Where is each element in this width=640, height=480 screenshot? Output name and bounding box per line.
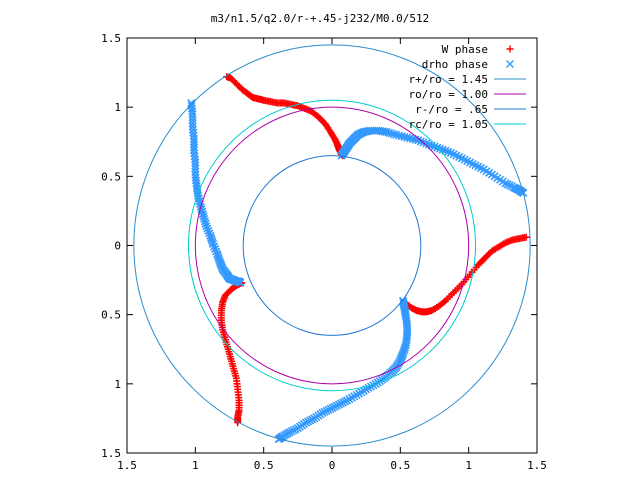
legend-label: r-/ro = .65 (415, 103, 488, 116)
data-point (210, 242, 219, 251)
data-point (234, 419, 242, 427)
data-point (200, 217, 209, 226)
x-tick-label: 1.5 (117, 459, 137, 472)
y-tick-label: 1 (114, 378, 121, 391)
data-point (188, 116, 197, 125)
data-point (198, 209, 207, 219)
y-tick-label: 0 (114, 240, 121, 253)
x-tick-label: 1.5 (527, 459, 547, 472)
data-point (191, 158, 200, 167)
data-point (191, 164, 200, 173)
data-point (188, 119, 197, 128)
legend-entry-r-ro-1-45: r+/ro = 1.45 (409, 73, 526, 86)
x-tick-label: 0 (329, 459, 336, 472)
x-tick-label: 1 (192, 459, 199, 472)
data-point (188, 113, 197, 122)
data-point (199, 212, 208, 221)
y-tick-label: 1 (114, 101, 121, 114)
series-r-ro-1-45 (133, 44, 531, 447)
series-rc-ro-1-05 (188, 99, 476, 392)
legend-label: r+/ro = 1.45 (409, 73, 488, 86)
legend-label: W phase (442, 43, 488, 56)
data-point (208, 237, 217, 247)
series-r-ro-65 (242, 155, 422, 336)
y-tick-label: 0.5 (101, 170, 121, 183)
x-tick-label: 0.5 (390, 459, 410, 472)
x-tick-label: 0.5 (254, 459, 274, 472)
legend-label: rc/ro = 1.05 (409, 118, 488, 131)
legend-entry-r-ro-65: r-/ro = .65 (415, 103, 526, 116)
axis-layer: 1.5 1 0.5 0 0.5 1 1.51.510.500.511.5 (101, 32, 547, 472)
y-tick-label: 0.5 (101, 309, 121, 322)
circle-r-ro-1-45 (133, 44, 531, 447)
legend-entry-drho-phase: drho phase (422, 58, 514, 71)
data-point (202, 222, 211, 231)
series-layer (133, 44, 531, 447)
data-point (236, 278, 245, 287)
data-point (203, 224, 212, 233)
data-point (387, 129, 396, 138)
circle-rc-ro-1-05 (188, 99, 476, 392)
data-point (384, 128, 394, 137)
legend: W phase drho phase r+/ro = 1.45 ro/ro = 1.0… (409, 43, 526, 131)
chart-title: m3/n1.5/q2.0/r-+.45-j232/M0.0/512 (211, 12, 430, 25)
legend-label: drho phase (422, 58, 488, 71)
circle-r-ro-65 (242, 155, 422, 336)
data-point (200, 214, 209, 223)
data-point (212, 247, 221, 256)
legend-key (506, 45, 514, 53)
data-point (191, 161, 200, 170)
data-point (522, 233, 530, 241)
data-point (382, 128, 391, 137)
data-point (205, 229, 214, 238)
data-point (204, 226, 213, 236)
circle-ro-ro-1-00 (194, 106, 470, 385)
series-ro-ro-1-00 (194, 106, 470, 385)
legend-entry-w-phase: W phase (442, 43, 514, 56)
legend-key (506, 60, 514, 68)
y-tick-label: 1.5 (101, 32, 121, 45)
data-point (211, 244, 220, 254)
x-tick-label: 1 (465, 459, 472, 472)
data-point (209, 240, 218, 249)
data-point (188, 110, 197, 119)
legend-label: ro/ro = 1.00 (409, 88, 488, 101)
legend-entry-rc-ro-1-05: rc/ro = 1.05 (409, 118, 526, 131)
data-point (190, 155, 200, 164)
data-point (201, 219, 210, 228)
legend-entry-ro-ro-1-00: ro/ro = 1.00 (409, 88, 526, 101)
y-tick-label: 1.5 (101, 447, 121, 460)
